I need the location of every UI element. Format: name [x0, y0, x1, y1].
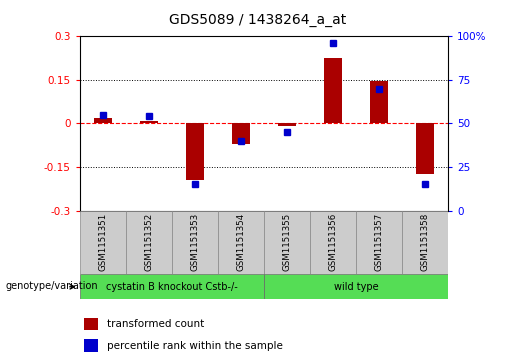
Bar [84, 339, 98, 352]
Text: GSM1151358: GSM1151358 [421, 213, 430, 272]
Text: transformed count: transformed count [107, 319, 204, 329]
Text: GSM1151357: GSM1151357 [374, 213, 384, 272]
Bar [416, 123, 434, 174]
Bar [370, 81, 388, 123]
Bar [80, 274, 264, 299]
Bar [126, 211, 172, 274]
Bar [356, 211, 402, 274]
Text: GSM1151352: GSM1151352 [144, 213, 153, 272]
Bar [264, 274, 448, 299]
Bar [232, 123, 250, 144]
Text: genotype/variation: genotype/variation [5, 281, 98, 291]
Bar [172, 211, 218, 274]
Bar [278, 123, 296, 126]
Bar [402, 211, 448, 274]
Bar [310, 211, 356, 274]
Bar [80, 211, 126, 274]
Bar [264, 211, 310, 274]
Text: wild type: wild type [334, 282, 379, 292]
Bar [218, 211, 264, 274]
Bar [140, 121, 158, 123]
Bar [84, 318, 98, 330]
Text: GSM1151351: GSM1151351 [98, 213, 107, 272]
Text: percentile rank within the sample: percentile rank within the sample [107, 340, 283, 351]
Text: GSM1151354: GSM1151354 [236, 213, 246, 272]
Text: cystatin B knockout Cstb-/-: cystatin B knockout Cstb-/- [106, 282, 238, 292]
Text: GDS5089 / 1438264_a_at: GDS5089 / 1438264_a_at [169, 13, 346, 27]
Bar [324, 58, 342, 123]
Text: GSM1151356: GSM1151356 [329, 213, 337, 272]
Bar [186, 123, 204, 180]
Text: GSM1151355: GSM1151355 [282, 213, 291, 272]
Text: GSM1151353: GSM1151353 [191, 213, 199, 272]
Bar [94, 118, 112, 123]
